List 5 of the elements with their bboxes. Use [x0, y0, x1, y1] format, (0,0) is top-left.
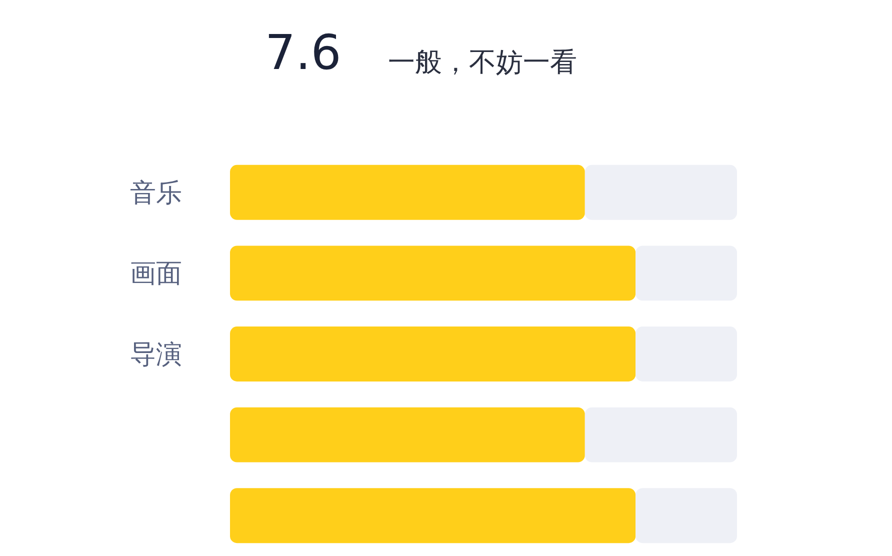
y-tick-label: 画面: [130, 259, 182, 290]
y-tick-label: 音乐: [130, 178, 182, 208]
y-tick-label: 导演: [130, 340, 182, 370]
chart-subtitle: 一般，不妨一看: [388, 47, 577, 78]
chart-title: 7.6: [265, 25, 342, 81]
